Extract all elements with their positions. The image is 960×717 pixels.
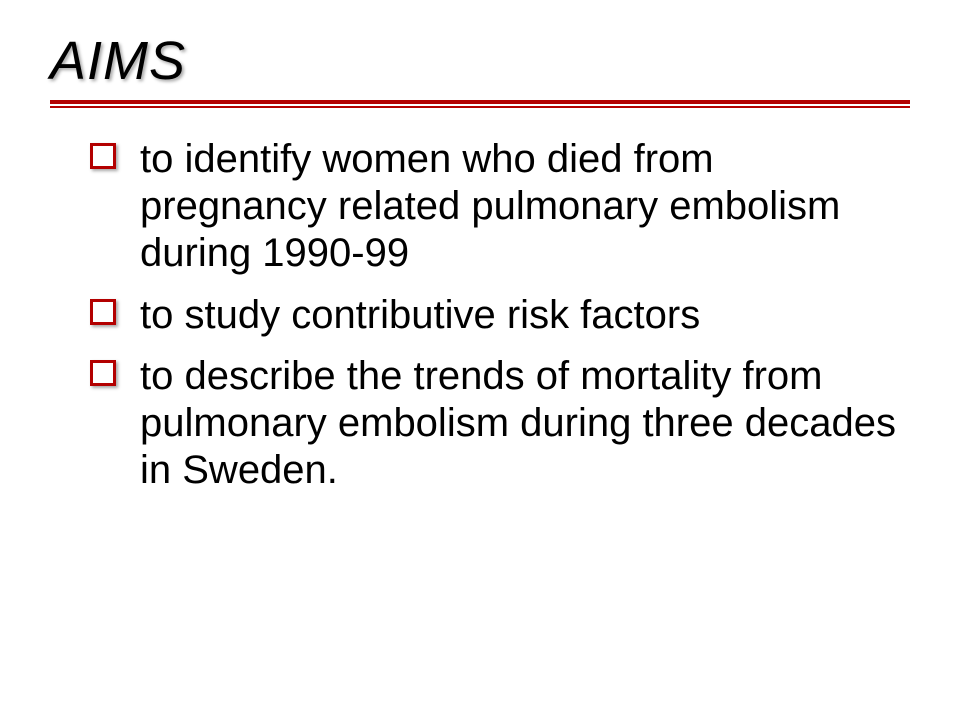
bullet-text: to describe the trends of mortality from…: [140, 354, 896, 492]
slide-title: AIMS: [50, 30, 910, 92]
list-item: to describe the trends of mortality from…: [90, 353, 910, 495]
slide: AIMS to identify women who died from pre…: [0, 0, 960, 717]
checkbox-icon: [90, 143, 116, 169]
checkbox-icon: [90, 360, 116, 386]
checkbox-icon: [90, 299, 116, 325]
title-rule: [50, 100, 910, 108]
list-item: to study contributive risk factors: [90, 292, 910, 339]
bullet-list: to identify women who died from pregnanc…: [50, 136, 910, 494]
list-item: to identify women who died from pregnanc…: [90, 136, 910, 278]
bullet-text: to identify women who died from pregnanc…: [140, 137, 840, 275]
bullet-text: to study contributive risk factors: [140, 293, 700, 337]
